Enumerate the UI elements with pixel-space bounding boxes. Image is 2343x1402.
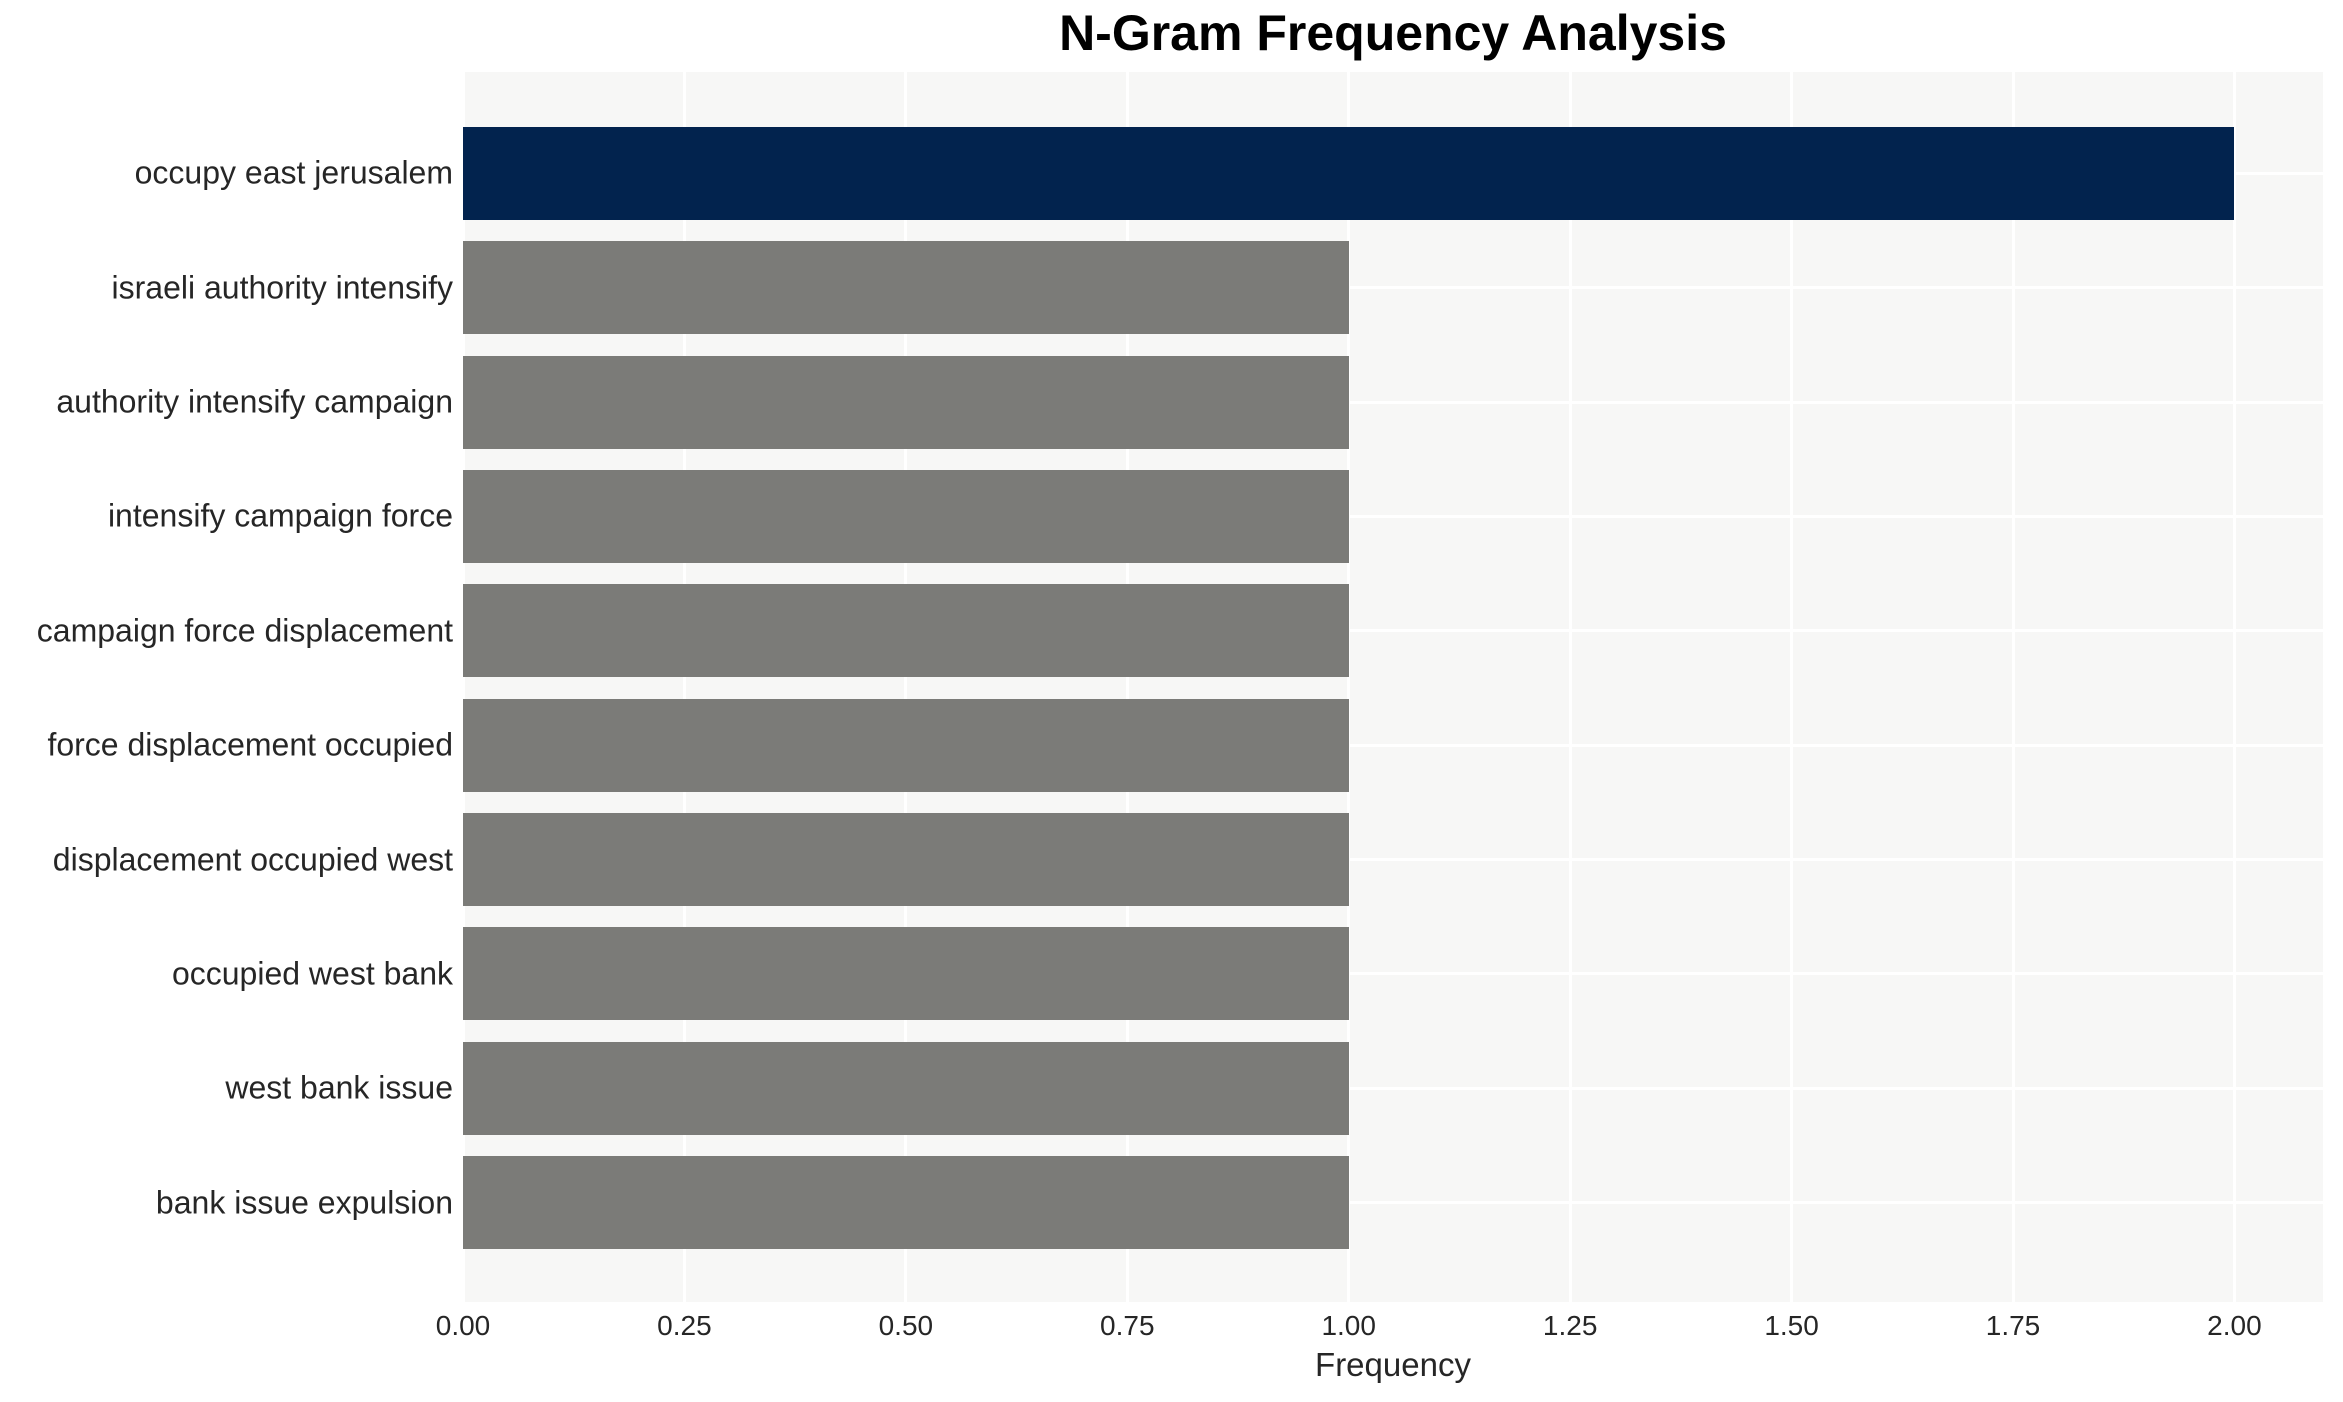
bar: [463, 1041, 1349, 1135]
chart-title: N-Gram Frequency Analysis: [1059, 5, 1727, 61]
x-tick-label: 0.50: [878, 1310, 934, 1341]
bar: [463, 813, 1349, 907]
y-tick-label: authority intensify campaign: [56, 383, 453, 420]
bar: [463, 241, 1349, 335]
gridline-horizontal: [463, 286, 2323, 290]
gridline-horizontal: [463, 629, 2323, 633]
x-tick-label: 0.75: [1100, 1310, 1155, 1341]
y-tick-label: campaign force displacement: [36, 612, 453, 649]
bar: [463, 584, 1349, 678]
gridline-vertical: [1568, 72, 1572, 1302]
gridline-horizontal: [463, 743, 2323, 747]
x-tick-label: 1.25: [1542, 1310, 1598, 1341]
gridline-vertical: [463, 72, 465, 1302]
gridline-horizontal: [463, 1086, 2323, 1090]
x-tick-label: 2.00: [2207, 1310, 2262, 1341]
y-tick-label: west bank issue: [225, 1069, 453, 1106]
y-tick-label: occupied west bank: [171, 955, 453, 992]
plot-area: [463, 72, 2323, 1302]
x-tick-label: 0.00: [435, 1310, 491, 1341]
gridline-horizontal: [463, 972, 2323, 976]
y-tick-label: occupy east jerusalem: [134, 154, 453, 191]
gridline-vertical: [1347, 72, 1351, 1302]
x-tick-label: 0.25: [657, 1310, 712, 1341]
gridline-horizontal: [463, 858, 2323, 862]
gridline-vertical: [1790, 72, 1794, 1302]
x-axis-label: Frequency: [1315, 1346, 1471, 1383]
gridline-vertical: [2232, 72, 2236, 1302]
gridline-vertical: [904, 72, 908, 1302]
gridline-vertical: [1125, 72, 1129, 1302]
gridline-vertical: [682, 72, 686, 1302]
gridline-horizontal: [463, 400, 2323, 404]
x-tick-label: 1.75: [1985, 1310, 2041, 1341]
y-tick-label: israeli authority intensify: [111, 269, 453, 306]
bar: [463, 698, 1349, 792]
x-tick-label: 1.00: [1321, 1310, 1376, 1341]
bar: [463, 126, 2235, 220]
y-tick-label: displacement occupied west: [52, 841, 453, 878]
x-tick-label: 1.50: [1764, 1310, 1819, 1341]
bar: [463, 355, 1349, 449]
gridline-vertical: [2011, 72, 2015, 1302]
gridline-horizontal: [463, 1201, 2323, 1205]
y-tick-label: force displacement occupied: [47, 726, 453, 763]
bar: [463, 1156, 1349, 1250]
y-tick-label: intensify campaign force: [107, 497, 453, 534]
y-tick-label: bank issue expulsion: [155, 1184, 453, 1221]
bar: [463, 469, 1349, 563]
gridline-horizontal: [463, 514, 2323, 518]
bar: [463, 927, 1349, 1021]
